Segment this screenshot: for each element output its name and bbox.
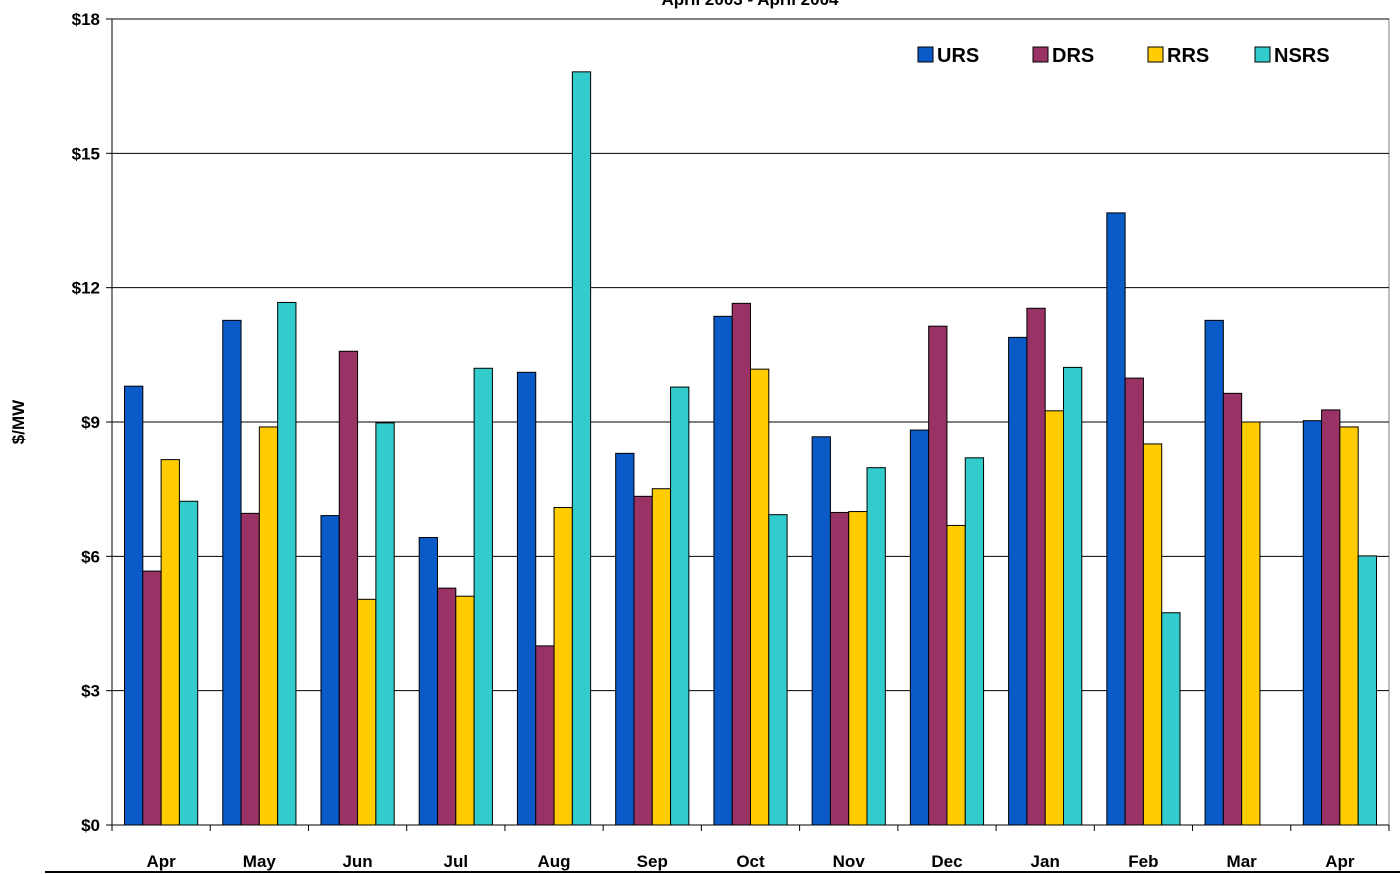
bar-urs-apr xyxy=(124,385,144,826)
bar-urs-nov xyxy=(811,436,831,826)
bar-nsrs-may xyxy=(277,301,297,826)
bar-nsrs-jul xyxy=(473,367,493,826)
chart-title: April 2003 - April 2004 xyxy=(661,0,839,9)
y-tick-label: $3 xyxy=(81,682,100,701)
legend-swatch-nsrs xyxy=(1254,46,1271,63)
bar-urs-feb xyxy=(1106,212,1126,826)
bar-drs-apr xyxy=(1321,409,1341,826)
x-tick-label: Aug xyxy=(538,852,571,871)
x-tick-label: Dec xyxy=(931,852,962,871)
bar-nsrs-jun xyxy=(375,422,395,826)
bar-nsrs-dec xyxy=(964,457,985,826)
bar-rrs-apr xyxy=(160,459,180,826)
legend-label-nsrs: NSRS xyxy=(1274,45,1330,67)
bar-nsrs-oct xyxy=(768,514,788,826)
bar-nsrs-apr xyxy=(178,500,199,826)
x-tick-label: Jul xyxy=(444,852,469,871)
bar-nsrs-jan xyxy=(1062,366,1083,826)
bar-drs-dec xyxy=(928,325,948,826)
legend-label-rrs: RRS xyxy=(1167,45,1209,67)
bar-rrs-may xyxy=(258,426,279,826)
bar-drs-apr xyxy=(142,570,162,826)
bar-nsrs-feb xyxy=(1161,612,1181,826)
bar-nsrs-sep xyxy=(670,386,690,826)
y-tick-label: $15 xyxy=(72,144,100,163)
bar-drs-may xyxy=(240,512,260,826)
bar-urs-jul xyxy=(418,537,439,826)
bar-urs-dec xyxy=(909,429,930,826)
bar-rrs-aug xyxy=(553,507,573,826)
bar-rrs-jul xyxy=(455,595,475,826)
legend-swatch-drs xyxy=(1032,46,1049,63)
bar-drs-feb xyxy=(1124,377,1144,826)
bar-rrs-nov xyxy=(848,511,868,826)
bar-rrs-dec xyxy=(946,524,966,826)
bar-drs-nov xyxy=(829,511,850,826)
bar-rrs-jan xyxy=(1044,410,1064,826)
legend-swatch-rrs xyxy=(1147,46,1164,63)
bar-drs-sep xyxy=(633,495,653,826)
bar-nsrs-aug xyxy=(571,71,592,826)
x-tick-label: Apr xyxy=(1325,852,1355,871)
bars xyxy=(124,71,1377,826)
x-tick-label: Sep xyxy=(637,852,668,871)
y-tick-label: $12 xyxy=(72,279,100,298)
x-tick-label: Apr xyxy=(146,852,176,871)
legend: URS DRS RRS NSRS xyxy=(917,45,1330,67)
y-tick-label: $18 xyxy=(72,10,100,29)
legend-label-urs: URS xyxy=(937,45,979,67)
bar-rrs-jun xyxy=(357,598,377,826)
bar-urs-jan xyxy=(1008,336,1028,826)
bar-rrs-oct xyxy=(750,368,770,826)
y-axis-title: $/MW xyxy=(9,399,28,444)
axes xyxy=(106,18,1390,831)
bar-nsrs-apr xyxy=(1357,555,1377,826)
bar-rrs-apr xyxy=(1339,426,1359,826)
x-tick-label: Nov xyxy=(833,852,866,871)
bar-urs-oct xyxy=(713,315,733,826)
x-tick-label: May xyxy=(243,852,277,871)
bar-urs-mar xyxy=(1204,319,1224,826)
bar-drs-oct xyxy=(731,302,752,826)
bar-drs-jun xyxy=(338,350,359,826)
legend-label-drs: DRS xyxy=(1052,45,1094,67)
bar-urs-sep xyxy=(615,452,635,826)
y-tick-label: $9 xyxy=(81,413,100,432)
x-tick-label: Jan xyxy=(1031,852,1060,871)
bar-drs-jul xyxy=(437,587,457,826)
bar-nsrs-nov xyxy=(866,467,886,826)
x-tick-label: Jun xyxy=(342,852,372,871)
y-tick-label: $6 xyxy=(81,547,100,566)
legend-swatch-urs xyxy=(917,46,934,63)
bar-rrs-mar xyxy=(1241,421,1261,826)
bar-rrs-sep xyxy=(651,488,672,826)
x-tick-label: Feb xyxy=(1128,852,1158,871)
bar-urs-may xyxy=(222,319,242,826)
bar-drs-jan xyxy=(1026,307,1046,826)
x-tick-label: Oct xyxy=(736,852,765,871)
y-tick-label: $0 xyxy=(81,816,100,835)
bar-urs-jun xyxy=(320,515,340,826)
y-tick-labels: $0 $3 $6 $9 $12 $15 $18 xyxy=(72,10,100,835)
bar-urs-aug xyxy=(516,371,537,826)
bar-urs-apr xyxy=(1302,420,1323,826)
x-tick-labels: Apr May Jun Jul Aug Sep Oct Nov Dec Jan Feb Mar Apr xyxy=(146,852,1354,871)
x-tick-label: Mar xyxy=(1227,852,1258,871)
bar-rrs-feb xyxy=(1142,443,1163,826)
bar-drs-mar xyxy=(1222,392,1243,826)
bar-drs-aug xyxy=(535,645,555,826)
